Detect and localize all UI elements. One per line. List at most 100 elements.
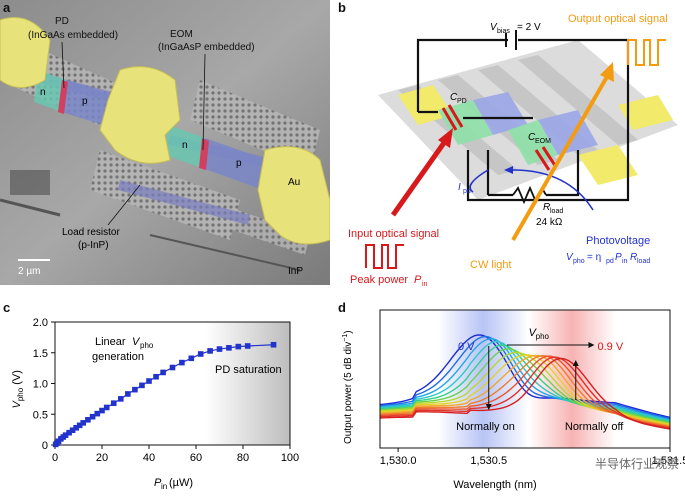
- y-axis-label: Output power (5 dB div−1): [342, 330, 354, 444]
- au-label: Au: [288, 177, 300, 188]
- photovoltage-eq-sub: pho: [573, 258, 585, 265]
- label-09v: 0.9 V: [598, 341, 624, 353]
- label-0v: 0 V: [458, 341, 475, 353]
- x-tick-label: 0: [52, 452, 58, 464]
- normally-off-band: [528, 310, 616, 448]
- y-axis-label-group: Output power (5 dB div−1): [342, 330, 354, 444]
- normally-on-band: [438, 310, 529, 448]
- vpho-data-point: [160, 369, 166, 376]
- vpho-data-point: [103, 404, 110, 411]
- vpho-data-point: [153, 373, 159, 380]
- spectrum-series: [379, 344, 671, 423]
- saturation-region: [205, 322, 290, 445]
- x-tick-label: 100: [281, 452, 299, 464]
- photovoltage-eq-eta-sub: pd: [606, 258, 614, 265]
- n-region-label-2: n: [182, 140, 188, 151]
- photovoltage-eq-eta: = η: [587, 252, 601, 263]
- spectrum-series: [379, 356, 671, 429]
- vpho-data-point: [179, 359, 185, 366]
- watermark-text: 半导体行业观察: [595, 457, 679, 471]
- ceom-capacitor: [534, 149, 551, 171]
- peak-power-subscript: in: [422, 281, 428, 288]
- vpho-data-point: [132, 386, 138, 393]
- x-axis-label-unit: (µW): [169, 477, 193, 489]
- vpho-data-point: [216, 346, 223, 352]
- circuit-schematic: V bias = 2 V Output optical signal C PD …: [348, 13, 678, 288]
- vpho-data-point: [197, 351, 204, 357]
- rload-value: 24 kΩ: [536, 217, 563, 228]
- vpho-data-point: [73, 424, 79, 431]
- spectrum-series: [379, 348, 671, 424]
- y-axis-label: Vpho (V): [11, 370, 25, 408]
- vpho-data-point: [235, 343, 242, 350]
- p-region-label-2: p: [236, 158, 242, 169]
- inp-label: InP: [288, 266, 303, 277]
- vbias-subscript: bias: [497, 28, 510, 35]
- eom-sublabel: (InGaAsP embedded): [158, 42, 255, 53]
- n-region-label-1: n: [40, 87, 46, 98]
- annotation-linear-sub: pho: [140, 341, 154, 350]
- vpho-data-point: [76, 422, 83, 429]
- vpho-data-point: [125, 391, 131, 397]
- vpho-data-point: [80, 420, 86, 426]
- x-axis-label-sub: in: [161, 482, 167, 491]
- annotation-generation: generation: [92, 351, 144, 363]
- annotation-linear: Linear: [95, 336, 126, 348]
- vpho-data-point: [66, 429, 72, 436]
- spectrum-series: [379, 340, 671, 422]
- spectrum-series: [379, 357, 671, 430]
- cpd-subscript: PD: [457, 98, 467, 105]
- vpho-data-point: [99, 407, 105, 414]
- y-tick-label: 1.5: [33, 348, 48, 360]
- photovoltage-label: Photovoltage: [586, 235, 650, 247]
- cpd-capacitor: [441, 107, 458, 131]
- annotation-linear-v: V: [132, 336, 141, 348]
- x-tick-label: 1,530.5: [470, 455, 507, 467]
- x-tick-label: 20: [96, 452, 108, 464]
- x-tick-label: 1,530.0: [380, 455, 417, 467]
- vpho-data-point: [169, 364, 176, 371]
- p-region-label-1: p: [82, 96, 88, 107]
- ipd-symbol: I: [458, 182, 461, 193]
- normally-on-label: Normally on: [456, 421, 515, 433]
- vpho-data-point: [62, 432, 69, 438]
- vpho-data-point: [69, 427, 76, 434]
- sem-image: PD (InGaAs embedded) EOM (InGaAsP embedd…: [0, 0, 331, 285]
- vpho-data-point: [270, 341, 277, 348]
- cpd-symbol: C: [450, 92, 458, 103]
- y-tick-label: 0.5: [33, 409, 48, 421]
- vpho-data-point: [146, 378, 152, 384]
- load-resistor-sublabel: (p-InP): [78, 240, 109, 251]
- photovoltage-eq-p: P: [615, 252, 622, 263]
- pd-label: PD: [55, 16, 69, 27]
- y-tick-label: 1.0: [33, 379, 48, 391]
- photovoltage-eq-p-sub: in: [622, 258, 628, 265]
- x-tick-label: 1,531.5: [652, 455, 685, 467]
- rload-subscript: load: [550, 208, 563, 215]
- annotation-saturation: PD saturation: [215, 364, 282, 376]
- output-signal-label: Output optical signal: [568, 13, 668, 25]
- eom-label: EOM: [170, 29, 193, 40]
- vbias-value: = 2 V: [517, 22, 541, 33]
- spectrum-series: [379, 337, 671, 421]
- vpho-data-point: [188, 355, 195, 362]
- normally-off-label: Normally off: [565, 421, 624, 433]
- vpho-data-point: [94, 410, 101, 417]
- pd-sublabel: (InGaAs embedded): [28, 30, 118, 41]
- vpho-data-point: [207, 348, 213, 354]
- panel-c-label: c: [3, 300, 11, 315]
- panel-d-label: d: [338, 300, 346, 315]
- panel-a-label: a: [3, 0, 11, 15]
- photovoltage-eq-v: V: [566, 252, 574, 263]
- load-resistor-label: Load resistor: [62, 227, 120, 238]
- ceom-symbol: C: [528, 132, 536, 143]
- vpho-data-point: [244, 343, 251, 349]
- vpho-data-point: [139, 382, 145, 389]
- x-axis-label: Wavelength (nm): [453, 479, 536, 491]
- label-vpho-sub: pho: [536, 332, 550, 341]
- peak-power-label: Peak power: [350, 274, 408, 286]
- x-tick-label: 80: [237, 452, 249, 464]
